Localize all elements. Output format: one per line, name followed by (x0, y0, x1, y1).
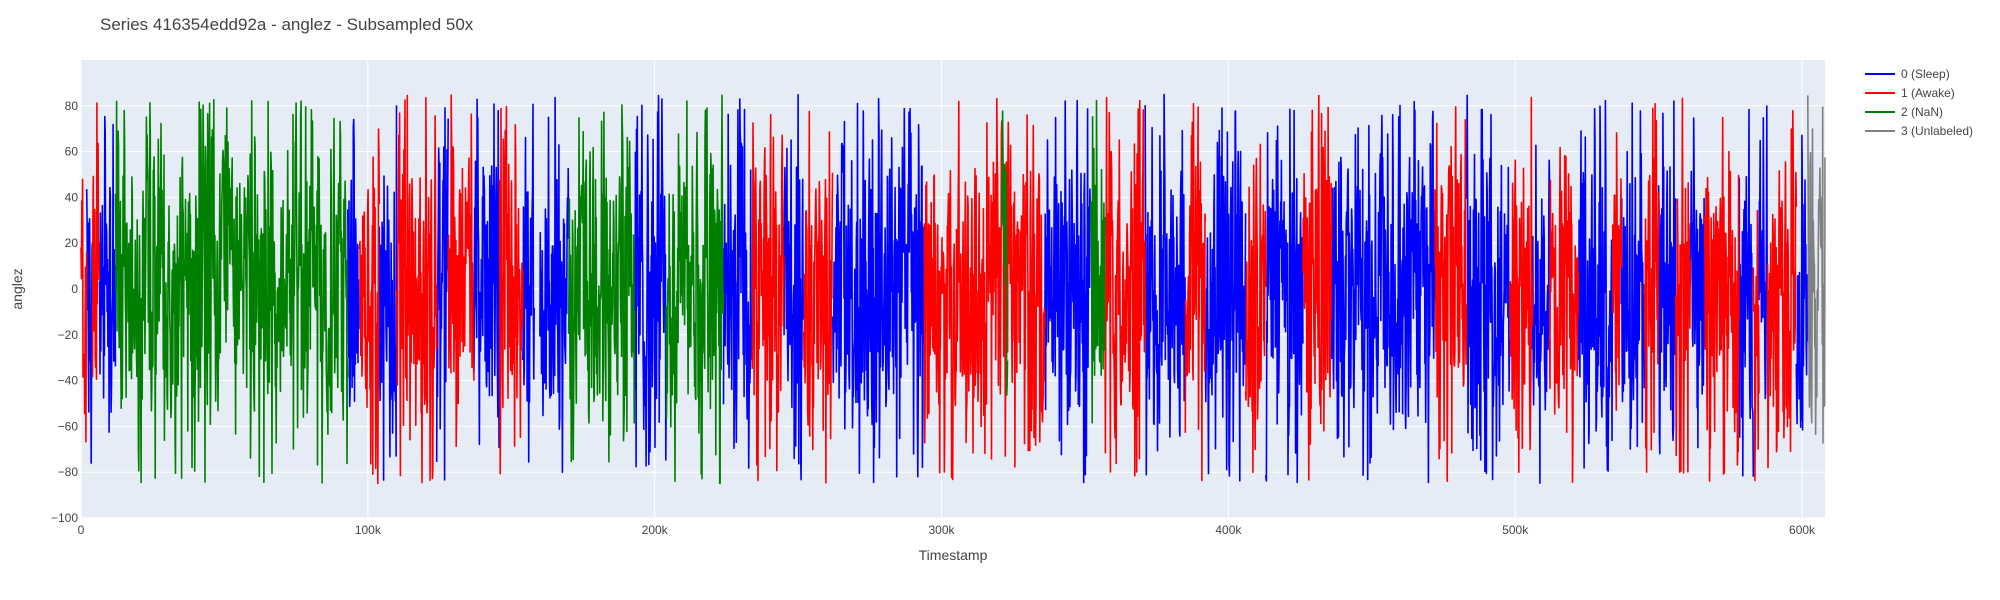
series-line (521, 103, 535, 463)
tick-labels: 0 100k 200k 300k 400k 500k 600k 80 60 40 20 0 −20 −40… (51, 99, 1816, 537)
series-line (1089, 99, 1106, 424)
x-axis-title: Timestamp (919, 547, 988, 563)
x-tick-label: 200k (642, 523, 669, 537)
series-line (347, 118, 360, 407)
legend[interactable]: 0 (Sleep) 1 (Awake) 2 (NaN) 3 (Unlabeled) (1865, 67, 1973, 138)
series-line (803, 110, 834, 484)
series-line (395, 94, 438, 484)
series-line (783, 93, 805, 481)
series-line (1752, 209, 1760, 482)
x-tick-label: 400k (1215, 523, 1242, 537)
y-tick-label: 40 (65, 190, 79, 204)
series-line (665, 94, 725, 485)
legend-label: 2 (NaN) (1901, 105, 1943, 119)
series-line (91, 102, 101, 381)
x-tick-label: 600k (1789, 523, 1816, 537)
series-line (1001, 110, 1009, 396)
y-tick-label: −20 (58, 328, 79, 342)
legend-label: 3 (Unlabeled) (1901, 124, 1973, 138)
series-line (1738, 108, 1755, 477)
chart-title: Series 416354edd92a - anglez - Subsample… (100, 15, 474, 34)
series-line (1465, 94, 1511, 481)
y-tick-label: 80 (65, 99, 79, 113)
series-line (80, 178, 88, 443)
legend-label: 1 (Awake) (1901, 86, 1955, 100)
y-tick-label: 20 (65, 236, 79, 250)
series-line (1184, 102, 1207, 482)
series-line (1508, 96, 1534, 473)
series-line (1434, 106, 1468, 482)
y-tick-label: 0 (71, 282, 78, 296)
series-3 (1807, 95, 1826, 444)
series-line (1758, 105, 1769, 400)
y-axis-title: anglez (9, 268, 25, 309)
y-tick-label: 60 (65, 145, 79, 159)
series-line (1611, 132, 1623, 411)
y-tick-label: −100 (51, 511, 78, 525)
series-line (1807, 95, 1826, 444)
series-line (1657, 100, 1677, 455)
legend-item[interactable]: 3 (Unlabeled) (1865, 124, 1973, 138)
series-line (1104, 96, 1146, 477)
legend-item[interactable]: 1 (Awake) (1865, 86, 1955, 100)
series-line (1643, 102, 1660, 473)
series-line (831, 97, 926, 484)
series-line (1577, 99, 1614, 472)
series-line (1144, 93, 1187, 476)
legend-label: 0 (Sleep) (1901, 67, 1950, 81)
series-line (1531, 144, 1551, 484)
series-line (1330, 100, 1436, 484)
series-line (1675, 97, 1691, 474)
series-line (435, 107, 449, 481)
series-line (1795, 134, 1809, 431)
y-tick-label: −80 (58, 465, 79, 479)
series-line (98, 115, 117, 433)
series-line (633, 94, 667, 468)
x-tick-label: 500k (1502, 523, 1529, 537)
series-line (567, 104, 636, 463)
series-line (1620, 102, 1646, 450)
series-line (923, 97, 1046, 481)
x-tick-label: 0 (78, 523, 85, 537)
x-tick-label: 300k (929, 523, 956, 537)
series-line (378, 105, 398, 481)
series-0 (85, 93, 1809, 484)
y-tick-label: −40 (58, 374, 79, 388)
legend-item[interactable]: 0 (Sleep) (1865, 67, 1950, 81)
series-line (85, 189, 94, 464)
series-line (1766, 110, 1798, 469)
series-line (1244, 143, 1267, 474)
series-layer (80, 93, 1826, 485)
series-line (499, 105, 524, 475)
series-line (722, 98, 753, 469)
series-line (751, 113, 785, 482)
series-line (447, 94, 475, 448)
x-tick-label: 100k (355, 523, 382, 537)
series-line (1204, 107, 1247, 482)
series-line (1302, 94, 1333, 481)
y-tick-label: −60 (58, 419, 79, 433)
series-line (1264, 108, 1304, 484)
series-line (114, 99, 349, 484)
legend-item[interactable]: 2 (NaN) (1865, 105, 1943, 119)
series-line (539, 96, 570, 474)
series-line (1703, 116, 1740, 482)
series-line (358, 128, 381, 485)
series-line (1044, 99, 1092, 484)
series-1 (80, 94, 1798, 485)
series-line (1548, 146, 1580, 483)
series-line (473, 98, 501, 448)
series-2 (114, 94, 1106, 485)
series-line (1689, 117, 1706, 449)
